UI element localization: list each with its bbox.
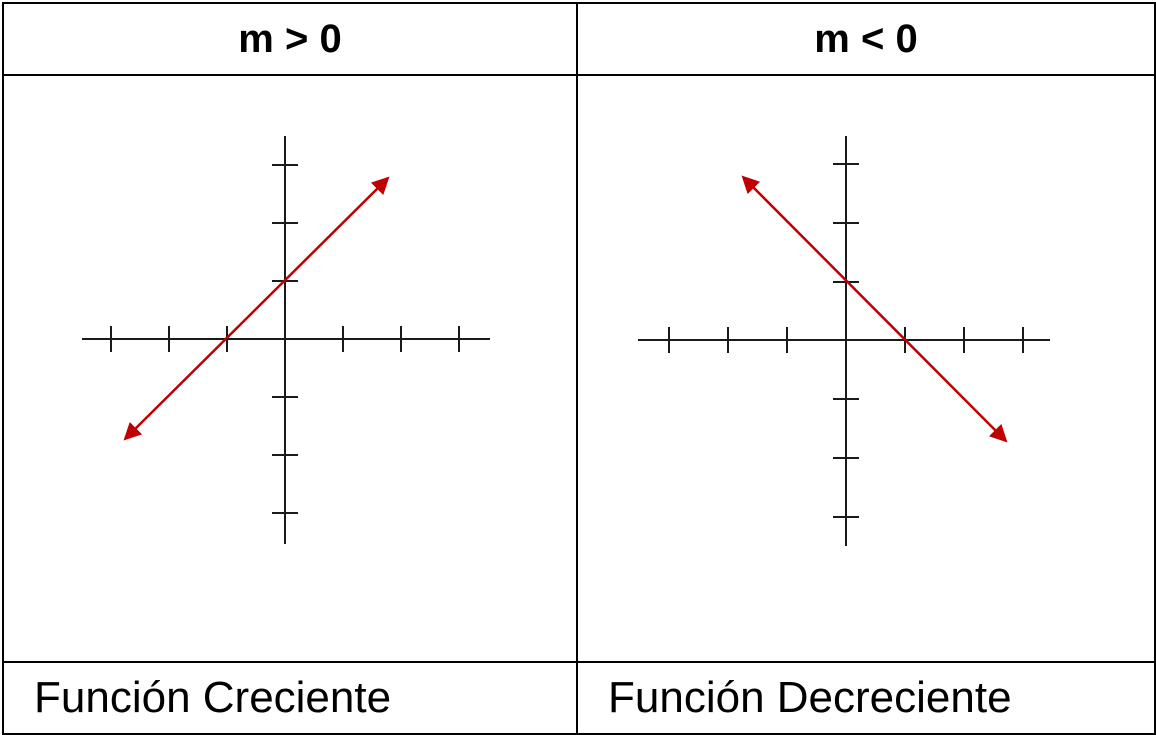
caption-increasing: Función Creciente: [2, 661, 578, 735]
decreasing-line-graph: [638, 136, 1050, 546]
header-negative-slope: m < 0: [576, 2, 1156, 76]
decreasing-function-line: [741, 175, 1008, 443]
caption-decreasing: Función Decreciente: [576, 661, 1156, 735]
graph-cell-decreasing: [576, 74, 1156, 663]
increasing-function-line: [123, 176, 390, 441]
increasing-line-graph: [82, 136, 490, 544]
graph-cell-increasing: [2, 74, 578, 663]
header-row: m > 0 m < 0: [2, 2, 1156, 76]
header-positive-slope: m > 0: [2, 2, 578, 76]
caption-row: Función Creciente Función Decreciente: [2, 661, 1156, 735]
graph-row: [2, 74, 1156, 663]
